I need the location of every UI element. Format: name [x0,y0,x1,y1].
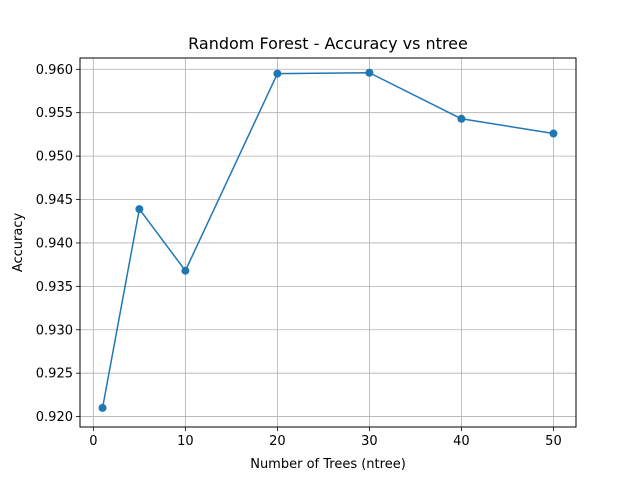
data-point [549,129,558,138]
ticks: 0 10 20 30 40 50 0.920 0.925 0.930 0.935 0.940 0.94… [36,63,562,449]
data-point [457,114,466,123]
y-tick-label: 0.920 [36,410,73,425]
data-point [273,69,282,78]
y-tick-label: 0.940 [36,236,73,251]
y-tick-label: 0.925 [36,367,73,382]
grid [80,58,576,427]
data-point [181,266,190,275]
x-tick-label: 10 [177,434,194,449]
data-point [98,403,107,412]
x-tick-label: 0 [89,434,97,449]
y-tick-label: 0.950 [36,150,73,165]
data-point [365,68,374,77]
y-tick-label: 0.955 [36,106,73,121]
x-tick-label: 50 [545,434,562,449]
x-tick-label: 40 [453,434,470,449]
y-tick-label: 0.935 [36,280,73,295]
x-tick-label: 30 [361,434,378,449]
x-axis-label: Number of Trees (ntree) [250,457,406,472]
chart-title: Random Forest - Accuracy vs ntree [188,34,468,53]
plot-frame [79,57,577,428]
y-tick-label: 0.960 [36,63,73,78]
y-axis-label: Accuracy [11,213,26,273]
y-tick-label: 0.945 [36,193,73,208]
x-tick-label: 20 [269,434,286,449]
data-point [135,205,144,214]
y-tick-label: 0.930 [36,323,73,338]
series-layer [98,68,558,412]
